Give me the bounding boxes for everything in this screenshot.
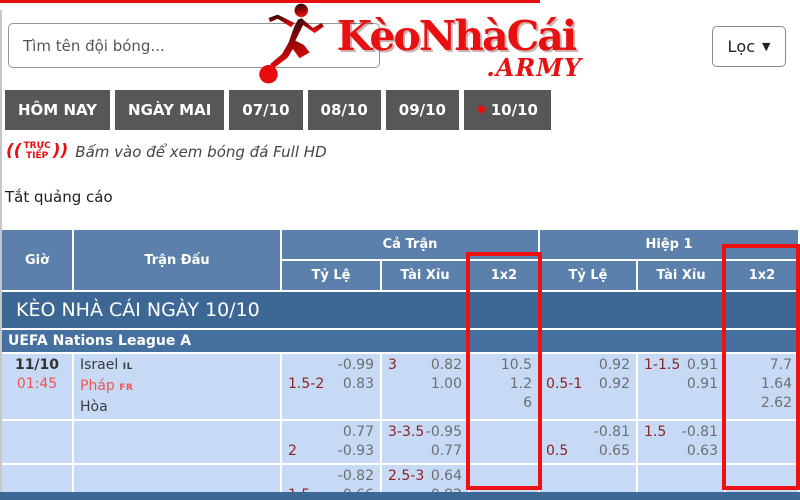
site-logo[interactable]: KèoNhàCái .ARMY: [246, 0, 586, 88]
tab-10-10-active[interactable]: ● 10/10: [464, 90, 551, 130]
draw-label: Hòa: [80, 399, 108, 415]
tab-08-10[interactable]: 08/10: [307, 90, 381, 130]
section-date-banner: KÈO NHÀ CÁI NGÀY 10/10: [2, 292, 798, 328]
ft-handicap-cell[interactable]: -0.99 1.5-2 0.83: [282, 354, 380, 419]
col-header-first-half: Hiệp 1: [540, 230, 798, 259]
ads-toggle-link[interactable]: Tắt quảng cáo: [5, 188, 113, 206]
section-league-banner[interactable]: UEFA Nations League A: [2, 330, 798, 352]
logo-text: KèoNhàCái .ARMY: [330, 12, 582, 83]
col-header-ft-1x2: 1x2: [470, 261, 538, 290]
home-team: Israel IL: [80, 357, 133, 373]
filter-button[interactable]: Lọc ▼: [712, 26, 786, 67]
date-tabs: HÔM NAY NGÀY MAI 07/10 08/10 09/10 ● 10/…: [5, 90, 551, 130]
col-header-ft-ou: Tài Xỉu: [382, 261, 468, 290]
away-team: Pháp FR: [80, 378, 134, 394]
ft-overunder-cell[interactable]: 3-3.5 -0.95 0.77: [382, 421, 468, 463]
soccer-player-logo-icon: [259, 3, 324, 84]
tab-09-10[interactable]: 09/10: [385, 90, 459, 130]
h1-overunder-cell[interactable]: 1-1.5 0.91 0.91: [638, 354, 724, 419]
h1-1x2-cell[interactable]: 7.7 1.64 2.62: [726, 354, 798, 419]
filter-label: Lọc: [727, 37, 756, 56]
live-stream-row: (( TRỰC TIẾP )) Bấm vào để xem bóng đá F…: [6, 141, 327, 162]
match-row: 11/10 01:45 Israel IL Pháp FR Hòa -0.99 …: [2, 354, 798, 419]
live-badge-text: TRỰC TIẾP: [23, 141, 51, 161]
odds-table-wrap: Giờ Trận Đấu Cả Trận Hiệp 1 Tỷ Lệ Tài Xỉ…: [0, 228, 800, 500]
top-accent-line: [0, 0, 540, 3]
ft-handicap-cell[interactable]: 0.77 2 -0.93: [282, 421, 380, 463]
col-header-full-match: Cả Trận: [282, 230, 538, 259]
ft-1x2-cell[interactable]: [470, 421, 538, 463]
col-header-match: Trận Đấu: [74, 230, 280, 290]
tab-tomorrow[interactable]: NGÀY MAI: [115, 90, 225, 130]
h1-overunder-cell[interactable]: 1.5 -0.81 0.63: [638, 421, 724, 463]
h1-handicap-cell[interactable]: -0.81 0.5 0.65: [540, 421, 636, 463]
wave-left-icon: ((: [6, 141, 22, 162]
time-cell: [2, 421, 72, 463]
live-badge[interactable]: (( TRỰC TIẾP )): [6, 141, 69, 162]
odds-table: Giờ Trận Đấu Cả Trận Hiệp 1 Tỷ Lệ Tài Xỉ…: [0, 228, 800, 500]
logo-wordmark: KèoNhàCái: [336, 12, 578, 60]
match-cell: [74, 421, 280, 463]
tab-today[interactable]: HÔM NAY: [5, 90, 111, 130]
col-header-time: Giờ: [2, 230, 72, 290]
col-header-ft-odds: Tỷ Lệ: [282, 261, 380, 290]
tab-07-10[interactable]: 07/10: [229, 90, 303, 130]
wave-right-icon: )): [52, 141, 69, 162]
col-header-h1-1x2: 1x2: [726, 261, 798, 290]
col-header-h1-ou: Tài Xỉu: [638, 261, 724, 290]
logo-domain-suffix: .ARMY: [486, 53, 582, 82]
ft-overunder-cell[interactable]: 3 0.82 1.00: [382, 354, 468, 419]
live-dot-icon: ●: [477, 104, 486, 115]
left-border-line: [0, 10, 2, 492]
ft-1x2-cell[interactable]: 10.5 1.2 6: [470, 354, 538, 419]
live-message-link[interactable]: Bấm vào để xem bóng đá Full HD: [75, 142, 327, 161]
col-header-h1-odds: Tỷ Lệ: [540, 261, 636, 290]
match-cell[interactable]: Israel IL Pháp FR Hòa: [74, 354, 280, 419]
next-section-band: [0, 492, 800, 500]
search-input[interactable]: [8, 23, 380, 68]
odds-row: 0.77 2 -0.93 3-3.5 -0.95 0.77 -0.81 0.5 0.6…: [2, 421, 798, 463]
h1-handicap-cell[interactable]: 0.92 0.5-1 0.92: [540, 354, 636, 419]
time-cell: 11/10 01:45: [2, 354, 72, 419]
chevron-down-icon: ▼: [762, 40, 771, 53]
h1-1x2-cell[interactable]: [726, 421, 798, 463]
